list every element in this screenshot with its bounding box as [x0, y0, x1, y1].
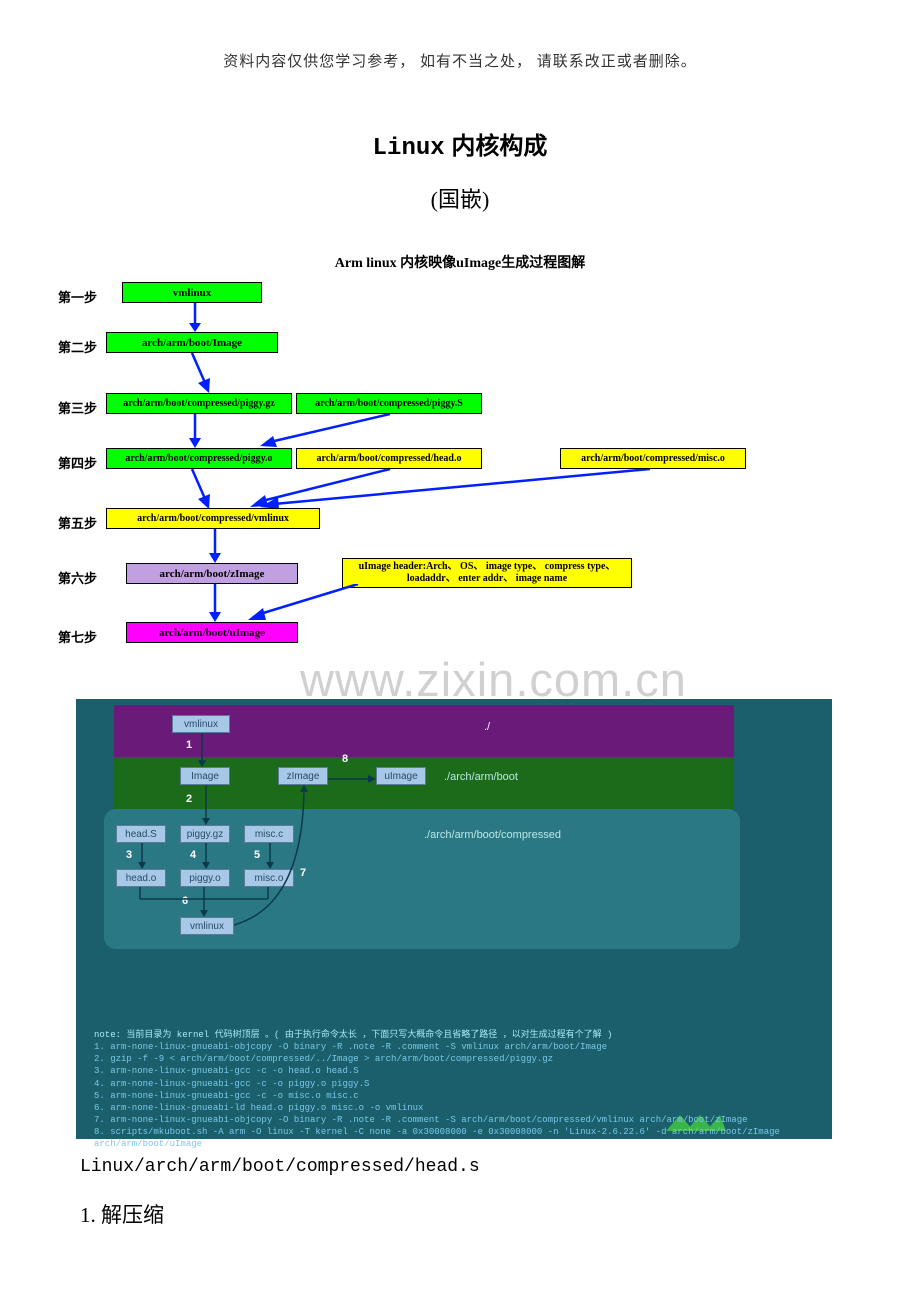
step7-box: arch/arm/boot/uImage — [126, 622, 298, 643]
main-title: Linux 内核构成 — [80, 126, 840, 162]
d2-note-8: 8. scripts/mkuboot.sh -A arm -O linux -T… — [94, 1126, 814, 1150]
d2-note-1: 1. arm-none-linux-gnueabi-objcopy -O bin… — [94, 1041, 814, 1053]
d2-arrow-7 — [234, 785, 314, 935]
subtitle: (国嵌) — [80, 182, 840, 214]
arrow-4a-5 — [188, 469, 218, 509]
arrow-3-4 — [188, 414, 202, 448]
step1-box: vmlinux — [122, 282, 262, 303]
d2-zimage: zImage — [278, 767, 328, 785]
step4-label: 第四步 — [58, 453, 97, 472]
arrow-2-3 — [188, 353, 218, 393]
diagram1-title: Arm linux 内核映像uImage生成过程图解 — [80, 252, 840, 272]
arrow-3b-4 — [260, 414, 400, 448]
d2-note-head: note: 当前目录为 kernel 代码树顶层 。( 由于执行命令太长 ，下面… — [94, 1029, 814, 1041]
step6-label: 第六步 — [58, 568, 97, 587]
step3-box1: arch/arm/boot/compressed/piggy.gz — [106, 393, 292, 414]
step2-label: 第二步 — [58, 337, 97, 356]
header-note: 资料内容仅供您学习参考， 如有不当之处， 请联系改正或者删除。 — [80, 50, 840, 71]
d2-note-6: 6. arm-none-linux-gnueabi-ld head.o pigg… — [94, 1102, 814, 1114]
d2-note-5: 5. arm-none-linux-gnueabi-gcc -c -o misc… — [94, 1090, 814, 1102]
d2-piggyo: piggy.o — [180, 869, 230, 887]
d2-path-root: ./ — [484, 721, 490, 733]
arrow-info-7 — [248, 584, 368, 622]
d2-note-3: 3. arm-none-linux-gnueabi-gcc -c -o head… — [94, 1065, 814, 1077]
d2-heads: head.S — [116, 825, 166, 843]
title-english: Linux — [373, 135, 445, 162]
d2-num1: 1 — [186, 739, 192, 751]
arrow-6-7 — [208, 584, 222, 622]
d2-vmlinux1: vmlinux — [172, 715, 230, 733]
d2-note-7: 7. arm-none-linux-gnueabi-objcopy -O bin… — [94, 1114, 814, 1126]
d2-num4: 4 — [190, 849, 196, 861]
document-page: 资料内容仅供您学习参考， 如有不当之处， 请联系改正或者删除。 Linux 内核… — [0, 0, 920, 1269]
item-text: 解压缩 — [96, 1203, 164, 1227]
d2-vmlinux2: vmlinux — [180, 917, 234, 935]
step7-label: 第七步 — [58, 627, 97, 646]
step5-label: 第五步 — [58, 513, 97, 532]
step1-label: 第一步 — [58, 287, 97, 306]
item-number: 1. — [80, 1203, 96, 1227]
numbered-item: 1. 解压缩 — [80, 1199, 840, 1229]
step5-box: arch/arm/boot/compressed/vmlinux — [106, 508, 320, 529]
arrow-1-2 — [188, 303, 202, 332]
d2-note-4: 4. arm-none-linux-gnueabi-gcc -c -o pigg… — [94, 1078, 814, 1090]
d2-arrow-3 — [136, 843, 148, 869]
title-chinese: 内核构成 — [445, 133, 548, 160]
d2-num2: 2 — [186, 793, 192, 805]
build-process-diagram: vmlinux Image zImage uImage head.S piggy… — [76, 699, 832, 1139]
step6-info: uImage header:Arch、 OS、 image type、 comp… — [342, 558, 632, 588]
d2-uimage: uImage — [376, 767, 426, 785]
step3-label: 第三步 — [58, 398, 97, 417]
d2-note-2: 2. gzip -f -9 < arch/arm/boot/compressed… — [94, 1053, 814, 1065]
d2-image: Image — [180, 767, 230, 785]
d2-arrow-1 — [196, 733, 208, 767]
step2-box: arch/arm/boot/Image — [106, 332, 278, 353]
d2-piggygz: piggy.gz — [180, 825, 230, 843]
d2-arrow-2 — [200, 785, 212, 825]
d2-num8: 8 — [342, 753, 348, 765]
uimage-flowchart: www.zixin.com.cn 第一步 vmlinux 第二步 arch/ar… — [80, 282, 840, 687]
step4-box2: arch/arm/boot/compressed/head.o — [296, 448, 482, 469]
step3-box2: arch/arm/boot/compressed/piggy.S — [296, 393, 482, 414]
arrow-5-6 — [208, 529, 222, 563]
d2-heado: head.o — [116, 869, 166, 887]
d2-num3: 3 — [126, 849, 132, 861]
code-path: Linux/arch/arm/boot/compressed/head.s — [80, 1157, 840, 1177]
step6-box: arch/arm/boot/zImage — [126, 563, 298, 584]
step4-box3: arch/arm/boot/compressed/misc.o — [560, 448, 746, 469]
arrow-4c-5 — [260, 469, 660, 509]
step4-box1: arch/arm/boot/compressed/piggy.o — [106, 448, 292, 469]
d2-path-compressed: ./arch/arm/boot/compressed — [424, 829, 561, 841]
d2-notes: note: 当前目录为 kernel 代码树顶层 。( 由于执行命令太长 ，下面… — [94, 1029, 814, 1150]
d2-path-boot: ./arch/arm/boot — [444, 771, 518, 783]
d2-arrow-4 — [200, 843, 212, 869]
d2-arrow-8 — [328, 773, 376, 785]
